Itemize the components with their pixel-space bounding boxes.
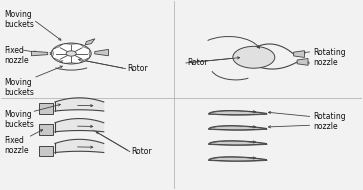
Text: Moving
buckets: Moving buckets (4, 110, 34, 129)
Polygon shape (79, 44, 89, 49)
Polygon shape (51, 50, 53, 57)
Polygon shape (294, 51, 305, 57)
Circle shape (66, 51, 76, 56)
Text: Rotor: Rotor (127, 64, 148, 73)
Polygon shape (53, 58, 63, 63)
Polygon shape (32, 51, 48, 56)
Polygon shape (297, 59, 308, 65)
Polygon shape (79, 58, 89, 63)
Polygon shape (85, 39, 95, 45)
Polygon shape (53, 44, 63, 49)
Circle shape (51, 43, 91, 64)
Polygon shape (64, 63, 78, 64)
Text: Rotating
nozzle: Rotating nozzle (314, 112, 346, 131)
Bar (39, 146, 53, 156)
Text: Fixed
nozzle: Fixed nozzle (4, 136, 29, 155)
Text: Moving
buckets: Moving buckets (4, 78, 34, 97)
Polygon shape (89, 50, 91, 57)
Bar (39, 124, 53, 135)
Text: Rotor: Rotor (187, 59, 208, 67)
Polygon shape (64, 43, 78, 44)
Text: Fixed
nozzle: Fixed nozzle (4, 46, 29, 65)
Text: Moving
buckets: Moving buckets (4, 10, 34, 29)
Circle shape (233, 46, 275, 68)
Text: Rotating
nozzle: Rotating nozzle (314, 48, 346, 67)
Text: Rotor: Rotor (131, 147, 151, 156)
Polygon shape (95, 49, 109, 56)
Bar (39, 104, 53, 114)
